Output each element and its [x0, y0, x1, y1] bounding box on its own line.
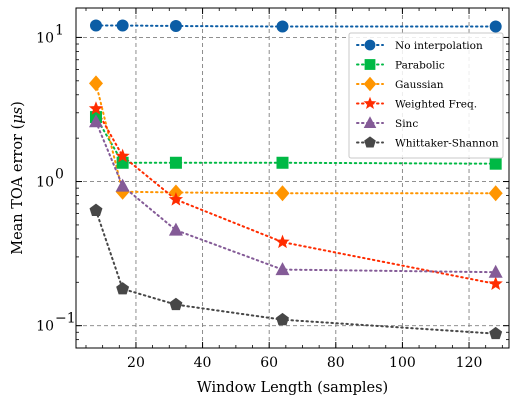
series-line-sinc	[94, 120, 497, 274]
data-point-weighted-freq	[115, 148, 130, 163]
legend-marker-gaussian	[363, 76, 377, 92]
y-tick-label: 10	[36, 30, 54, 46]
data-point-whittaker-shannon	[489, 326, 503, 340]
legend-label-sinc: Sinc	[395, 118, 418, 130]
y-tick-label: 10	[36, 175, 54, 191]
x-tick-label: 100	[389, 355, 416, 371]
data-point-whittaker-shannon	[89, 203, 103, 216]
data-point-whittaker-shannon	[169, 297, 183, 311]
data-point-weighted-freq	[488, 276, 503, 290]
data-point-sinc	[488, 264, 503, 278]
data-point-whittaker-shannon	[116, 282, 130, 295]
data-point-no-interpolation	[116, 19, 129, 32]
data-point-parabolic	[276, 156, 289, 169]
y-tick-exponent: −1	[55, 311, 76, 327]
data-point-gaussian	[488, 185, 503, 202]
y-axis-label: Mean TOA error (μs)	[10, 101, 26, 255]
data-point-parabolic	[489, 157, 502, 170]
data-point-gaussian	[88, 75, 103, 92]
data-point-no-interpolation	[169, 20, 182, 33]
x-tick-label: 120	[456, 355, 483, 371]
axis-ticks	[76, 8, 509, 349]
data-point-weighted-freq	[88, 101, 104, 115]
data-point-parabolic	[169, 156, 182, 169]
y-tick-exponent: 0	[55, 167, 64, 183]
data-point-weighted-freq	[168, 192, 184, 206]
data-point-no-interpolation	[489, 20, 502, 33]
series-line-weighted-freq	[94, 107, 497, 285]
x-axis-label: Window Length (samples)	[197, 380, 388, 396]
legend-box	[348, 32, 504, 159]
data-point-sinc	[275, 262, 290, 276]
data-point-sinc	[168, 222, 183, 236]
legend-marker-parabolic	[364, 59, 376, 70]
legend-label-weighted-freq: Weighted Freq.	[395, 99, 477, 111]
legend-label-no-interpolation: No interpolation	[395, 40, 483, 52]
series-line-no-interpolation	[94, 24, 497, 28]
data-point-weighted-freq	[275, 234, 290, 249]
y-tick-exponent: 1	[55, 22, 64, 38]
data-point-no-interpolation	[89, 19, 102, 32]
series-line-whittaker-shannon	[94, 209, 497, 335]
legend-marker-no-interpolation	[364, 39, 376, 51]
x-tick-label: 60	[260, 355, 278, 371]
grid	[76, 8, 509, 348]
legend-marker-sinc	[363, 116, 377, 128]
data-point-sinc	[115, 178, 130, 192]
legend-label-gaussian: Gaussian	[395, 79, 444, 91]
x-tick-label: 20	[127, 355, 145, 371]
y-tick-label: 10	[36, 319, 54, 335]
plot-frame	[75, 7, 510, 349]
legend-label-parabolic: Parabolic	[395, 60, 445, 72]
legend-label-whittaker-shannon: Whittaker-Shannon	[395, 138, 499, 150]
data-point-gaussian	[275, 185, 290, 202]
series-markers	[88, 19, 503, 340]
x-tick-label: 40	[194, 355, 212, 371]
data-point-sinc	[88, 114, 103, 128]
legend-marker-weighted-freq	[363, 96, 377, 109]
data-point-no-interpolation	[276, 20, 289, 33]
x-tick-label: 80	[327, 355, 345, 371]
legend: No interpolation Parabolic Gaussian Weighte…	[348, 32, 504, 159]
legend-marker-whittaker-shannon	[364, 136, 376, 148]
data-point-whittaker-shannon	[276, 312, 289, 326]
